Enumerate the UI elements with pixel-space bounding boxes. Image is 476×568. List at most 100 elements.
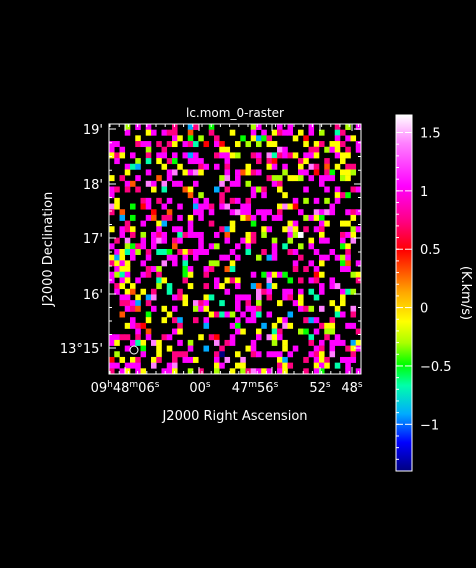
heatmap-cell (271, 129, 278, 136)
heatmap-cell (151, 339, 157, 346)
heatmap-cell (130, 305, 136, 312)
heatmap-cell (224, 231, 231, 238)
heatmap-cell (187, 214, 194, 221)
heatmap-cell (345, 249, 351, 255)
heatmap-cell (345, 266, 351, 273)
heatmap-cell (119, 311, 126, 318)
heatmap-cell (156, 249, 162, 255)
heatmap-cell (177, 317, 183, 324)
heatmap-cell (219, 226, 225, 233)
heatmap-cell (282, 322, 288, 329)
heatmap-cell (329, 283, 336, 290)
heatmap-cell (256, 283, 262, 290)
heatmap-cell (245, 141, 252, 148)
heatmap-cell (313, 362, 320, 369)
heatmap-cell (350, 351, 357, 358)
heatmap-cell (145, 249, 152, 255)
heatmap-cell (219, 362, 225, 369)
heatmap-cell (256, 288, 262, 295)
heatmap-cell (198, 214, 204, 221)
heatmap-cell (334, 197, 341, 204)
heatmap-cell (109, 271, 115, 278)
heatmap-cell (292, 175, 299, 182)
heatmap-cell (166, 368, 173, 375)
heatmap-cell (177, 163, 183, 170)
heatmap-cell (319, 356, 325, 363)
heatmap-cell (235, 152, 241, 159)
heatmap-cell (298, 209, 304, 216)
heatmap-cell (166, 209, 173, 216)
heatmap-cell (214, 283, 220, 290)
heatmap-cell (271, 254, 278, 261)
heatmap-cell (345, 368, 351, 375)
heatmap-cell (203, 305, 210, 312)
heatmap-cell (324, 186, 330, 193)
heatmap-cell (208, 243, 215, 250)
heatmap-cell (214, 135, 220, 142)
heatmap-cell (161, 220, 168, 227)
heatmap-cell (334, 339, 341, 346)
heatmap-cell (140, 368, 147, 375)
heatmap-cell (340, 288, 346, 295)
heatmap-cell (329, 249, 336, 255)
heatmap-cell (271, 180, 278, 187)
heatmap-cell (119, 266, 126, 273)
heatmap-cell (172, 305, 178, 312)
heatmap-cell (345, 243, 351, 250)
heatmap-cell (145, 180, 152, 187)
heatmap-cell (166, 141, 173, 148)
heatmap-cell (124, 271, 131, 278)
heatmap-cell (298, 243, 304, 250)
heatmap-cell (282, 226, 288, 233)
heatmap-cell (229, 129, 236, 136)
heatmap-cell (282, 152, 288, 159)
heatmap-cell (130, 214, 136, 221)
heatmap-cell (245, 214, 252, 221)
heatmap-cell (151, 305, 157, 312)
heatmap-cell (151, 288, 157, 295)
heatmap-cell (334, 362, 341, 369)
heatmap-cell (287, 152, 294, 159)
heatmap-cell (324, 158, 330, 165)
heatmap-cell (355, 186, 362, 193)
heatmap-cell (287, 231, 294, 238)
heatmap-cell (277, 300, 283, 307)
heatmap-cell (140, 197, 147, 204)
heatmap-cell (182, 186, 189, 193)
heatmap-cell (287, 237, 294, 244)
heatmap-cell (235, 180, 241, 187)
heatmap-cell (287, 249, 294, 255)
heatmap-cell (245, 209, 252, 216)
heatmap-cell (177, 237, 183, 244)
heatmap-cell (224, 186, 231, 193)
heatmap-cell (250, 124, 257, 130)
heatmap-cell (334, 254, 341, 261)
heatmap-cell (350, 237, 357, 244)
heatmap-cell (145, 334, 152, 341)
heatmap-cell (145, 124, 152, 130)
heatmap-cell (166, 197, 173, 204)
heatmap-cell (329, 328, 336, 335)
heatmap-cell (187, 129, 194, 136)
heatmap-cell (235, 243, 241, 250)
heatmap-cell (266, 141, 273, 148)
heatmap-cell (313, 163, 320, 170)
heatmap-cell (245, 180, 252, 187)
heatmap-cell (340, 169, 346, 176)
heatmap-cell (235, 254, 241, 261)
heatmap-cell (135, 186, 141, 193)
heatmap-cell (193, 152, 199, 159)
heatmap-cell (182, 271, 189, 278)
heatmap-cell (203, 294, 210, 301)
heatmap-cell (303, 197, 309, 204)
heatmap-cell (172, 141, 178, 148)
heatmap-cell (140, 243, 147, 250)
heatmap-cell (166, 345, 173, 352)
heatmap-cell (256, 305, 262, 312)
heatmap-cell (261, 209, 267, 216)
heatmap-cell (282, 362, 288, 369)
heatmap-cell (319, 220, 325, 227)
heatmap-cell (334, 141, 341, 148)
heatmap-cell (229, 249, 236, 255)
heatmap-cell (345, 254, 351, 261)
